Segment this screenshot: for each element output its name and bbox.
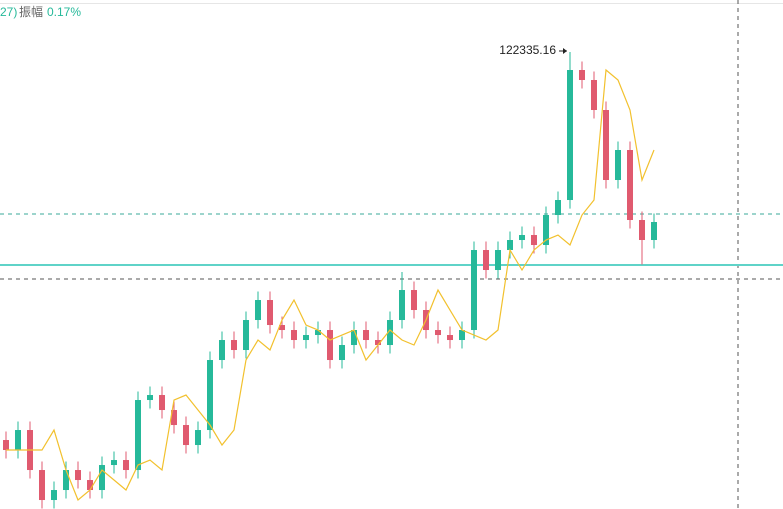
candle-body — [51, 490, 57, 501]
candle-body — [399, 290, 405, 321]
candle-body — [171, 410, 177, 426]
candle-body — [15, 430, 21, 451]
candle-body — [267, 300, 273, 326]
candle-body — [195, 430, 201, 446]
candle-body — [219, 340, 225, 361]
candle-body — [615, 150, 621, 181]
candle-body — [447, 335, 453, 341]
candle-body — [651, 222, 657, 241]
candle-body — [339, 345, 345, 361]
candle-body — [603, 110, 609, 181]
candle-body — [255, 300, 261, 321]
candle-body — [99, 465, 105, 491]
high-label: 122335.16 — [499, 43, 556, 57]
candle-body — [39, 470, 45, 501]
candle-body — [63, 470, 69, 491]
candle-body — [579, 70, 585, 81]
header-value: 0.17% — [47, 5, 81, 19]
candle-body — [87, 480, 93, 491]
candle-body — [327, 330, 333, 361]
candle-body — [555, 200, 561, 216]
candle-body — [303, 335, 309, 341]
candle-body — [411, 290, 417, 311]
candle-body — [471, 250, 477, 331]
candle-body — [123, 460, 129, 471]
candle-body — [231, 340, 237, 351]
candle-body — [159, 395, 165, 411]
candle-body — [243, 320, 249, 351]
candle-body — [147, 395, 153, 401]
moving-average — [6, 68, 655, 502]
candle-body — [111, 460, 117, 466]
candle-body — [507, 240, 513, 251]
candle-body — [627, 150, 633, 221]
candle-body — [387, 320, 393, 346]
candle-body — [483, 250, 489, 271]
candle-body — [495, 250, 501, 271]
candle-body — [363, 330, 369, 341]
candle-body — [543, 215, 549, 246]
candle-body — [183, 425, 189, 446]
header-prefix: 27) — [0, 5, 17, 19]
candle-body — [591, 80, 597, 111]
candle-body — [459, 330, 465, 341]
candle-body — [279, 325, 285, 331]
header-label: 振幅 — [19, 4, 43, 19]
candle-body — [639, 220, 645, 241]
candle-body — [519, 235, 525, 241]
plot: 122335.16 — [0, 43, 783, 509]
candle-body — [207, 360, 213, 431]
candle-body — [375, 340, 381, 346]
high-arrowhead — [563, 47, 567, 54]
candle-body — [315, 330, 321, 336]
candle-body — [567, 70, 573, 201]
candle-body — [75, 470, 81, 481]
candle-body — [435, 330, 441, 336]
candle-body — [351, 330, 357, 346]
candle-body — [135, 400, 141, 471]
candle-body — [291, 330, 297, 341]
candle-body — [531, 235, 537, 246]
candle-body — [3, 440, 9, 451]
